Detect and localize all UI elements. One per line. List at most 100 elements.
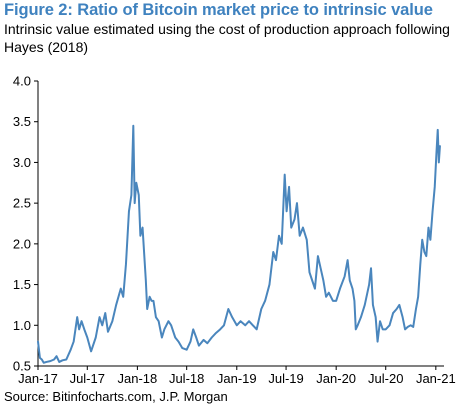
data-point [412, 326, 414, 328]
data-point [402, 316, 404, 318]
data-point [311, 279, 313, 282]
data-point [167, 320, 170, 322]
data-point [388, 324, 391, 326]
data-point [302, 226, 304, 229]
series-line [37, 124, 441, 364]
data-point [90, 350, 92, 352]
data-point [423, 251, 425, 253]
data-point [115, 304, 117, 306]
data-point [355, 328, 357, 330]
data-point [76, 316, 78, 318]
data-point [70, 349, 72, 351]
data-point [78, 328, 80, 330]
x-tick-label: Jul-20 [368, 371, 403, 386]
data-point [434, 186, 436, 188]
x-tick-label: Jan-21 [416, 371, 456, 386]
data-point [407, 326, 409, 328]
data-point [308, 271, 311, 273]
data-point [353, 300, 356, 302]
data-point [195, 336, 197, 339]
data-point [37, 340, 39, 343]
data-point [368, 283, 370, 286]
data-point [149, 296, 151, 298]
data-point [73, 340, 75, 343]
data-point [198, 345, 200, 347]
data-point [152, 300, 155, 302]
data-point [293, 218, 296, 221]
data-point [288, 186, 290, 188]
data-point [138, 194, 140, 196]
data-point [317, 255, 319, 257]
data-point [158, 320, 160, 322]
data-point [339, 288, 341, 290]
data-point [376, 340, 379, 343]
y-tick-label: 4.0 [13, 74, 31, 89]
data-point [120, 288, 122, 290]
data-point [139, 235, 141, 237]
data-point [357, 324, 359, 326]
x-tick-label: Jul-19 [268, 371, 303, 386]
data-point [296, 202, 298, 204]
data-point [174, 336, 176, 339]
data-point [347, 259, 349, 261]
data-point [219, 328, 221, 330]
x-tick-label: Jul-18 [169, 371, 204, 386]
data-point [332, 300, 334, 302]
data-point [192, 328, 194, 330]
data-point [223, 324, 225, 326]
data-point [275, 259, 277, 261]
data-point [385, 328, 387, 330]
data-point [61, 359, 64, 361]
data-point [186, 349, 188, 351]
data-point [437, 129, 439, 131]
data-point [161, 336, 163, 339]
data-point [83, 328, 85, 330]
data-point [146, 308, 148, 310]
data-point [125, 263, 127, 265]
data-point [45, 361, 48, 363]
data-point [244, 324, 246, 326]
data-point [349, 279, 351, 282]
data-point [335, 300, 337, 302]
data-point [372, 304, 374, 306]
data-point [419, 263, 421, 265]
data-point [268, 283, 271, 286]
data-point [104, 312, 106, 314]
data-point [107, 331, 109, 333]
data-point [281, 243, 283, 245]
data-point [392, 312, 394, 314]
data-point [214, 332, 217, 335]
data-point [95, 336, 97, 339]
data-point [260, 308, 262, 310]
y-tick-label: 2.5 [13, 196, 31, 211]
data-point [111, 320, 113, 322]
data-point [264, 300, 266, 302]
x-tick-label: Jan-17 [18, 371, 58, 386]
data-point [328, 292, 330, 294]
data-point [364, 304, 366, 306]
data-point [410, 324, 412, 326]
data-point [417, 296, 419, 298]
figure-source: Source: Bitinfocharts.com, J.P. Morgan [4, 389, 228, 404]
data-point [128, 210, 130, 212]
data-point [86, 336, 88, 339]
data-point [58, 361, 60, 363]
data-point [360, 316, 362, 318]
y-tick-label: 1.0 [13, 318, 31, 333]
y-tick-label: 3.0 [13, 155, 31, 170]
data-point [122, 296, 124, 298]
data-point [150, 300, 153, 302]
data-point [252, 324, 254, 326]
data-point [101, 324, 103, 326]
data-point [439, 145, 441, 147]
data-point [49, 360, 51, 362]
data-point [65, 358, 67, 361]
x-tick-label: Jul-17 [70, 371, 105, 386]
data-point [239, 320, 242, 322]
data-point [415, 308, 417, 310]
data-point [379, 320, 381, 322]
y-tick-label: 2.0 [13, 236, 31, 251]
data-point [429, 239, 431, 241]
data-point [404, 328, 406, 330]
